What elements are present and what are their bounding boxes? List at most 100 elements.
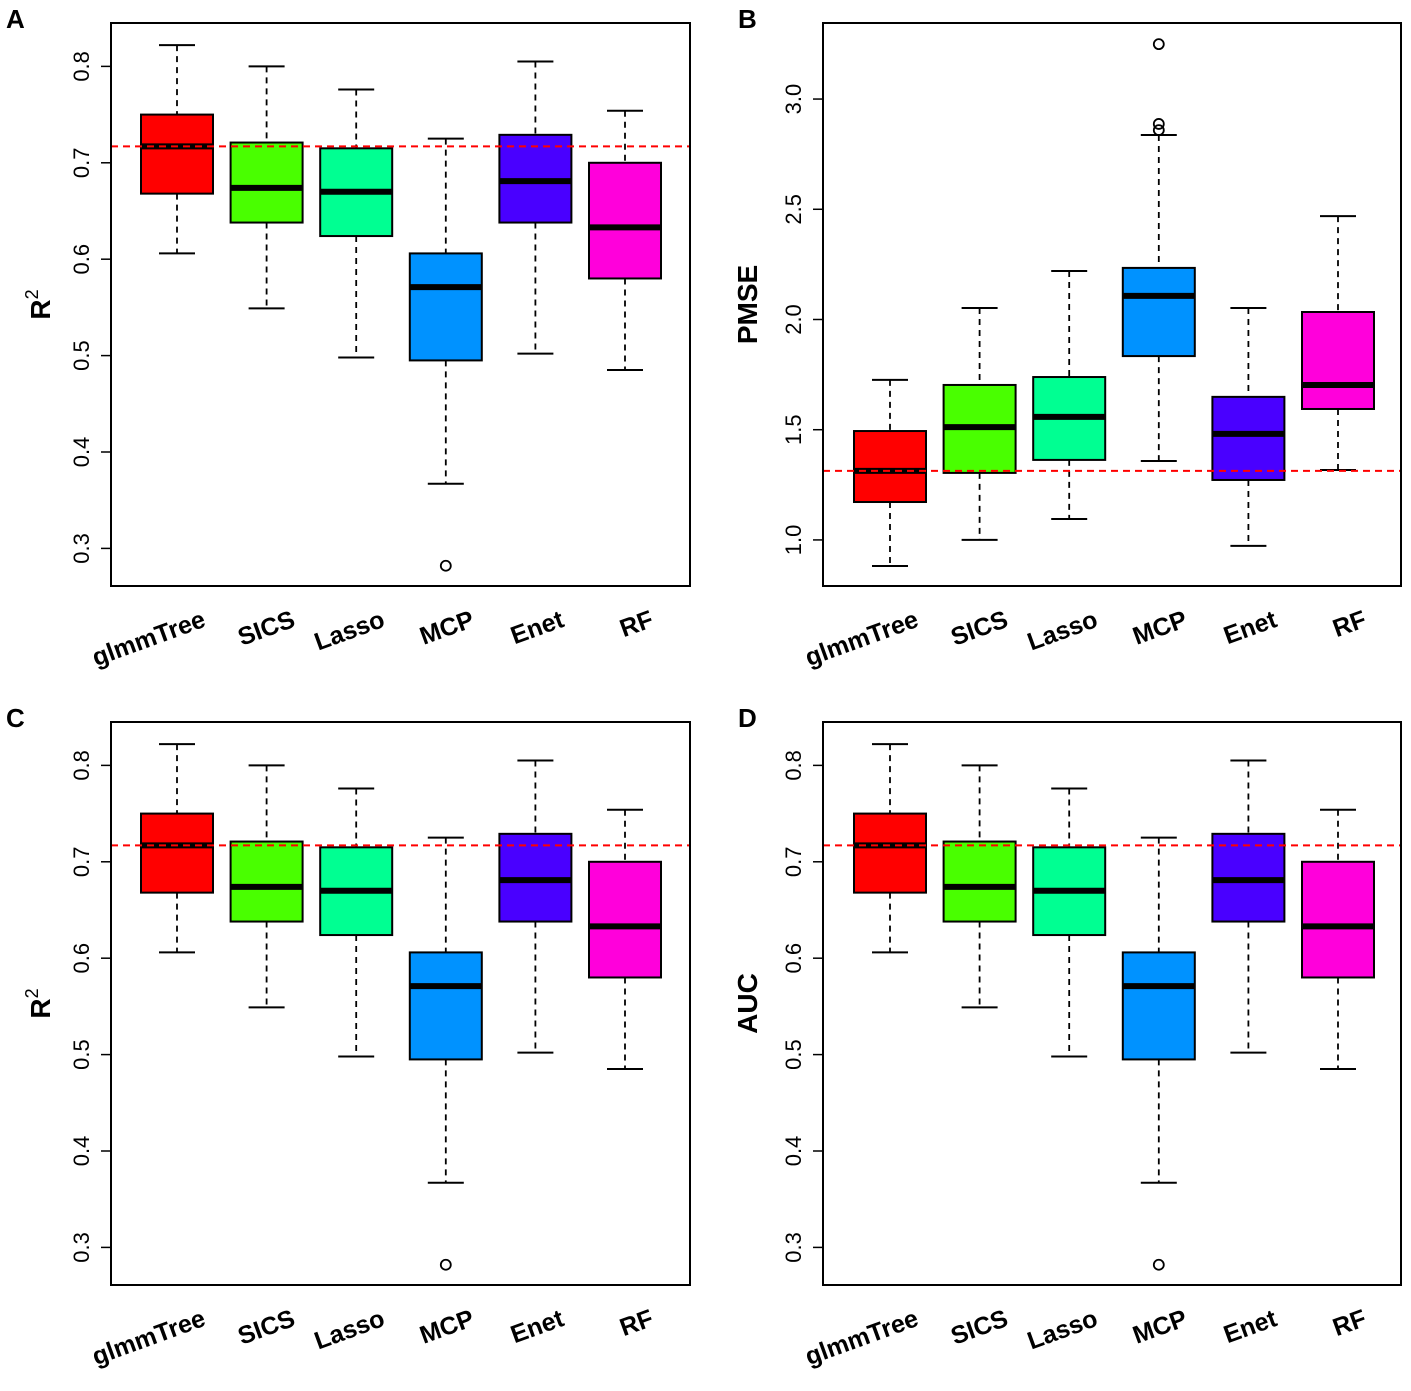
y-axis-label-text: R xyxy=(25,998,56,1018)
box-Lasso xyxy=(1032,269,1107,520)
outlier-point xyxy=(1152,38,1165,51)
box-glmmTree xyxy=(140,44,214,255)
box-Lasso xyxy=(319,787,394,1058)
box-RF xyxy=(1301,215,1375,472)
box-iqr xyxy=(1211,395,1286,481)
y-tick-label: 0.3 xyxy=(69,1232,94,1263)
y-tick-label: 0.8 xyxy=(781,750,806,781)
y-tick-label: 0.7 xyxy=(69,846,94,877)
y-tick-label: 0.4 xyxy=(69,437,94,468)
y-axis-label: R2 xyxy=(22,988,56,1018)
x-tick-label: MCP xyxy=(1129,1304,1191,1349)
outlier-point xyxy=(1152,124,1165,137)
box-MCP xyxy=(408,137,483,572)
x-tick-label: MCP xyxy=(416,1304,478,1349)
x-tick-label: SICS xyxy=(234,1304,298,1350)
plot-frame xyxy=(110,22,691,587)
x-tick-label: RF xyxy=(616,605,657,643)
y-axis-label-superscript: 2 xyxy=(22,289,42,299)
y-tick-label: 2.5 xyxy=(781,194,806,225)
x-tick-label: glmmTree xyxy=(88,605,209,672)
y-tick-label: 0.5 xyxy=(781,1039,806,1070)
y-axis-label-superscript: 2 xyxy=(22,988,42,998)
box-iqr xyxy=(229,141,304,224)
x-tick-label: RF xyxy=(1329,1304,1370,1342)
box-Enet xyxy=(498,759,573,1054)
y-axis-label-text: R xyxy=(25,299,56,319)
panel-B: B 1.0 1.5 2.0 2.5 3.0 PMSE glmmTree SICS Lasso MCP… xyxy=(732,4,1402,672)
y-tick-label: 0.4 xyxy=(781,1136,806,1167)
x-tick-label: Lasso xyxy=(1024,605,1101,656)
outlier-point xyxy=(439,559,452,572)
x-tick-label: glmmTree xyxy=(801,1304,922,1371)
x-tick-label: RF xyxy=(1329,605,1370,643)
y-axis-label-text: PMSE xyxy=(732,265,763,344)
x-tick-label: SICS xyxy=(947,605,1011,651)
box-iqr xyxy=(1301,860,1375,979)
x-tick-label: MCP xyxy=(1129,605,1191,650)
box-SICS xyxy=(229,764,304,1009)
x-tick-label: Lasso xyxy=(1024,1304,1101,1355)
outlier-point xyxy=(1152,118,1165,130)
x-tick-label: SICS xyxy=(947,1304,1011,1350)
box-RF xyxy=(588,808,662,1071)
box-iqr xyxy=(408,951,483,1061)
x-tick-label: SICS xyxy=(234,605,298,651)
y-tick-label: 0.8 xyxy=(69,750,94,781)
box-iqr xyxy=(140,113,214,195)
box-SICS xyxy=(942,764,1017,1009)
box-iqr xyxy=(853,430,927,504)
box-iqr xyxy=(140,812,214,894)
x-tick-label: Lasso xyxy=(311,1304,388,1355)
y-axis-label: AUC xyxy=(732,973,763,1034)
y-tick-label: 3.0 xyxy=(781,84,806,115)
y-tick-label: 0.6 xyxy=(69,943,94,974)
outlier-point xyxy=(1152,1258,1165,1271)
box-MCP xyxy=(408,836,483,1271)
box-MCP xyxy=(1121,836,1196,1271)
box-SICS xyxy=(229,65,304,310)
x-tick-label: Lasso xyxy=(311,605,388,656)
box-MCP xyxy=(1121,38,1196,463)
box-iqr xyxy=(1121,951,1196,1061)
y-tick-label: 0.7 xyxy=(781,846,806,877)
box-glmmTree xyxy=(853,378,927,567)
y-tick-label: 0.3 xyxy=(781,1232,806,1263)
plot-frame xyxy=(110,721,691,1286)
x-tick-label: RF xyxy=(616,1304,657,1342)
panel-label: B xyxy=(738,4,757,34)
box-glmmTree xyxy=(140,743,214,954)
panel-A: A 0.3 0.4 0.5 0.6 0.7 0.8 R2 glmmTree SICS Lasso MC… xyxy=(6,4,691,672)
y-tick-label: 0.7 xyxy=(69,147,94,178)
y-tick-label: 0.5 xyxy=(69,340,94,371)
y-axis-label: R2 xyxy=(22,289,56,319)
box-glmmTree xyxy=(853,743,927,954)
y-tick-label: 0.5 xyxy=(69,1039,94,1070)
box-iqr xyxy=(1121,266,1196,358)
x-tick-label: glmmTree xyxy=(801,605,922,672)
box-iqr xyxy=(588,860,662,979)
y-tick-label: 0.6 xyxy=(781,943,806,974)
panel-C: C 0.3 0.4 0.5 0.6 0.7 0.8 R2 glmmTree SICS Lasso MC… xyxy=(6,703,691,1371)
y-tick-label: 0.4 xyxy=(69,1136,94,1167)
box-Enet xyxy=(1211,307,1286,547)
box-RF xyxy=(1301,808,1375,1071)
x-tick-label: Enet xyxy=(1220,1304,1281,1349)
y-tick-label: 0.3 xyxy=(69,533,94,564)
box-iqr xyxy=(588,161,662,280)
box-SICS xyxy=(942,307,1017,541)
box-iqr xyxy=(942,840,1017,923)
y-tick-label: 0.6 xyxy=(69,244,94,275)
box-iqr xyxy=(1301,310,1375,410)
panel-label: D xyxy=(738,703,757,733)
x-tick-label: Enet xyxy=(1220,605,1281,650)
y-axis-label: PMSE xyxy=(732,265,763,344)
x-tick-label: Enet xyxy=(507,1304,568,1349)
panel-label: C xyxy=(6,703,25,733)
panel-label: A xyxy=(6,4,25,34)
y-tick-label: 1.5 xyxy=(781,414,806,445)
y-tick-label: 1.0 xyxy=(781,525,806,556)
outlier-point xyxy=(439,1258,452,1271)
x-tick-label: Enet xyxy=(507,605,568,650)
